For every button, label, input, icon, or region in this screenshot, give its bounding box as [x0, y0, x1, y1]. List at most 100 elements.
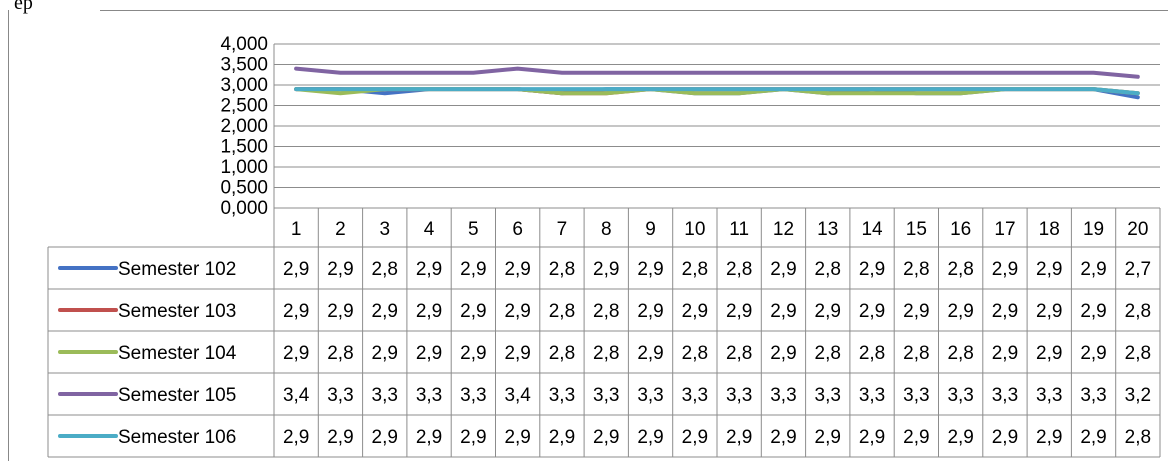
data-label: 2,9: [372, 427, 398, 448]
data-label: 2,9: [770, 427, 796, 448]
data-label: 2,9: [549, 427, 575, 448]
series-line-5: [294, 87, 1140, 96]
data-label: 2,8: [903, 259, 929, 280]
y-tick-label: 1,500: [220, 137, 268, 158]
y-tick-label: 4,000: [220, 34, 268, 55]
data-label: 2,9: [682, 427, 708, 448]
category-label: 3: [379, 219, 390, 240]
data-label: 2,8: [1125, 301, 1151, 322]
data-label: 2,9: [1036, 343, 1062, 364]
data-label: 2,8: [1125, 427, 1151, 448]
data-label: 2,9: [726, 427, 752, 448]
data-label: 2,9: [504, 343, 530, 364]
legend-label: Semester 105: [118, 385, 236, 406]
legend-label: Semester 102: [118, 259, 236, 280]
category-label: 15: [906, 219, 927, 240]
y-axis-ticks: 4,0003,5003,0002,5002,0001,5001,0000,500…: [220, 34, 268, 219]
y-tick-label: 0,500: [220, 178, 268, 199]
data-label: 2,8: [593, 301, 619, 322]
data-label: 3,3: [903, 385, 929, 406]
series-lines: [294, 66, 1140, 100]
data-label: 2,9: [992, 259, 1018, 280]
data-label: 2,8: [947, 259, 973, 280]
data-label: 2,8: [372, 259, 398, 280]
data-label: 2,9: [903, 301, 929, 322]
category-label: 1: [291, 219, 302, 240]
category-label: 13: [817, 219, 838, 240]
data-label: 2,9: [283, 301, 309, 322]
data-label: 2,9: [1080, 343, 1106, 364]
y-tick-label: 3,500: [220, 55, 268, 76]
data-label: 3,3: [416, 385, 442, 406]
data-label: 2,8: [549, 301, 575, 322]
data-label: 2,9: [992, 343, 1018, 364]
data-table: 1 2 3 4 5 6 7 8 9 10 11 12 13 14 15 16 17 18 19 20Semester …: [47, 207, 1161, 458]
chart-frame: [8, 10, 1168, 461]
data-label: 3,3: [1080, 385, 1106, 406]
category-label: 12: [773, 219, 794, 240]
data-label: 2,9: [460, 427, 486, 448]
data-label: 2,9: [593, 427, 619, 448]
data-label: 2,9: [327, 259, 353, 280]
data-label: 2,9: [992, 301, 1018, 322]
category-label: 9: [645, 219, 656, 240]
data-label: 2,9: [283, 427, 309, 448]
data-label: 3,3: [992, 385, 1018, 406]
data-label: 2,9: [637, 301, 663, 322]
data-label: 2,9: [637, 343, 663, 364]
data-label: 2,8: [1125, 343, 1151, 364]
data-label: 2,9: [1036, 427, 1062, 448]
data-label: 2,8: [549, 259, 575, 280]
data-label: 2,8: [859, 343, 885, 364]
data-label: 2,9: [460, 259, 486, 280]
data-label: 3,3: [460, 385, 486, 406]
data-label: 2,9: [770, 343, 796, 364]
y-tick-label: 3,000: [220, 75, 268, 96]
data-label: 2,9: [637, 259, 663, 280]
data-label: 2,9: [815, 427, 841, 448]
data-label: 2,9: [504, 259, 530, 280]
data-label: 3,3: [770, 385, 796, 406]
data-label: 2,9: [859, 301, 885, 322]
data-label: 2,8: [815, 259, 841, 280]
data-label: 2,8: [682, 259, 708, 280]
data-label: 2,8: [593, 343, 619, 364]
data-label: 3,3: [859, 385, 885, 406]
y-tick-label: 2,000: [220, 116, 268, 137]
category-label: 11: [729, 219, 749, 240]
category-label: 14: [861, 219, 883, 240]
data-label: 3,3: [372, 385, 398, 406]
data-label: 2,9: [859, 259, 885, 280]
category-label: 7: [557, 219, 568, 240]
data-label: 2,9: [416, 343, 442, 364]
data-label: 3,3: [682, 385, 708, 406]
data-label: 2,9: [416, 301, 442, 322]
data-label: 2,8: [726, 343, 752, 364]
data-label: 2,9: [859, 427, 885, 448]
data-label: 2,9: [815, 301, 841, 322]
data-label: 2,9: [372, 301, 398, 322]
data-label: 2,9: [416, 427, 442, 448]
legend-label: Semester 103: [118, 301, 236, 322]
data-label: 2,9: [726, 301, 752, 322]
data-label: 2,9: [770, 259, 796, 280]
data-label: 3,3: [815, 385, 841, 406]
data-label: 2,9: [1036, 259, 1062, 280]
data-label: 2,9: [637, 427, 663, 448]
category-label: 5: [468, 219, 479, 240]
data-label: 2,9: [593, 259, 619, 280]
data-label: 2,9: [504, 301, 530, 322]
data-label: 2,8: [947, 343, 973, 364]
data-label: 2,9: [416, 259, 442, 280]
data-label: 3,2: [1125, 385, 1151, 406]
y-tick-label: 0,000: [220, 198, 268, 219]
data-label: 2,9: [327, 427, 353, 448]
data-label: 2,8: [549, 343, 575, 364]
data-label: 2,9: [460, 301, 486, 322]
data-label: 2,9: [283, 343, 309, 364]
data-label: 2,8: [726, 259, 752, 280]
category-label: 20: [1127, 219, 1148, 240]
category-label: 19: [1083, 219, 1104, 240]
data-label: 2,9: [372, 343, 398, 364]
